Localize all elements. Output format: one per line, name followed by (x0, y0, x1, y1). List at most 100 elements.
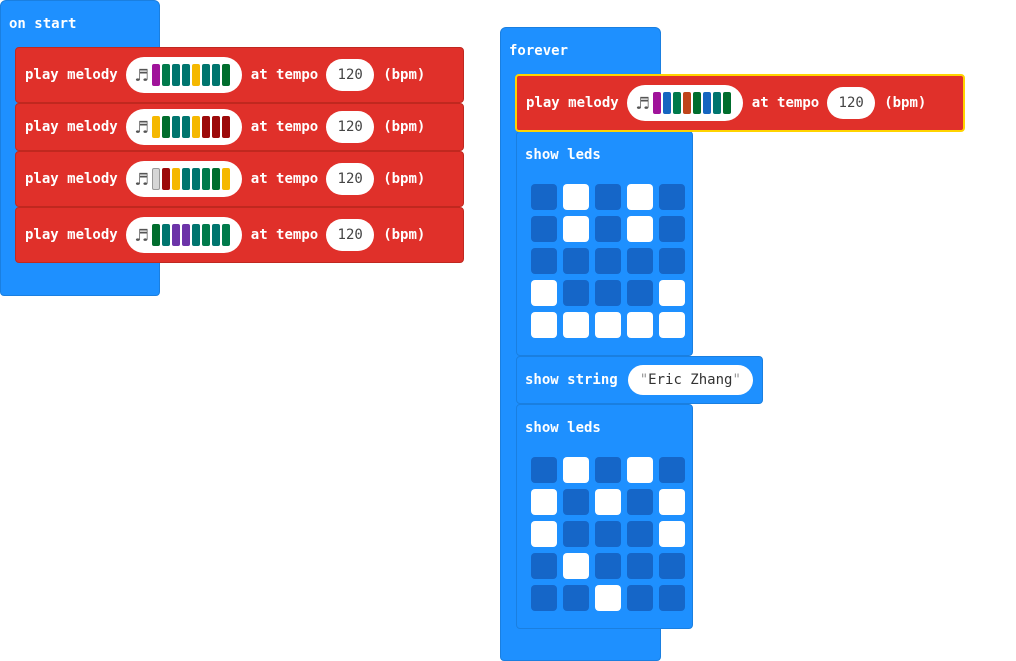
show-leds-block-2[interactable]: show leds (516, 404, 693, 629)
led-off[interactable] (627, 553, 653, 579)
led-off[interactable] (627, 280, 653, 306)
melody-note-swatch (201, 168, 210, 190)
led-on[interactable] (563, 216, 589, 242)
led-off[interactable] (595, 521, 621, 547)
melody-note-swatch (702, 92, 711, 114)
tempo-input[interactable]: 120 (326, 59, 375, 91)
music-note-icon: ♬ (135, 115, 148, 139)
led-on[interactable] (563, 553, 589, 579)
string-input[interactable]: " Eric Zhang " (627, 365, 753, 395)
tempo-input[interactable]: 120 (326, 219, 375, 251)
melody-field[interactable]: ♬ (626, 85, 743, 121)
led-off[interactable] (531, 248, 557, 274)
led-on[interactable] (531, 489, 557, 515)
melody-note-swatch (662, 92, 671, 114)
led-on[interactable] (659, 280, 685, 306)
led-off[interactable] (659, 248, 685, 274)
melody-note-swatch (181, 64, 190, 86)
play-melody-label: play melody (25, 119, 118, 135)
led-on[interactable] (659, 312, 685, 338)
led-on[interactable] (563, 312, 589, 338)
melody-note-swatch (221, 116, 230, 138)
led-on[interactable] (595, 312, 621, 338)
led-off[interactable] (627, 489, 653, 515)
led-on[interactable] (627, 312, 653, 338)
melody-note-swatch (151, 224, 160, 246)
led-off[interactable] (563, 585, 589, 611)
melody-note-swatch (692, 92, 701, 114)
led-on[interactable] (531, 521, 557, 547)
led-on[interactable] (659, 489, 685, 515)
led-off[interactable] (563, 521, 589, 547)
led-on[interactable] (595, 489, 621, 515)
led-on[interactable] (563, 184, 589, 210)
music-note-icon: ♬ (135, 167, 148, 191)
tempo-input[interactable]: 120 (326, 163, 375, 195)
led-off[interactable] (531, 216, 557, 242)
led-off[interactable] (595, 248, 621, 274)
led-off[interactable] (531, 184, 557, 210)
melody-field[interactable]: ♬ (125, 109, 242, 145)
tempo-input[interactable]: 120 (827, 87, 876, 119)
melody-note-swatch (191, 224, 200, 246)
led-on[interactable] (531, 280, 557, 306)
melody-note-swatch (722, 92, 731, 114)
show-leds-block-1[interactable]: show leds (516, 131, 693, 356)
led-on[interactable] (531, 312, 557, 338)
string-value: Eric Zhang (648, 372, 733, 388)
show-string-block[interactable]: show string " Eric Zhang " (516, 356, 763, 404)
led-off[interactable] (595, 553, 621, 579)
play-melody-label: play melody (25, 67, 118, 83)
led-on[interactable] (595, 585, 621, 611)
led-on[interactable] (627, 184, 653, 210)
melody-field[interactable]: ♬ (125, 57, 242, 93)
at-tempo-label: at tempo (250, 67, 319, 83)
play-melody-block[interactable]: play melody ♬ at tempo 120 (bpm) (15, 207, 464, 263)
led-off[interactable] (659, 553, 685, 579)
led-off[interactable] (627, 248, 653, 274)
led-off[interactable] (595, 280, 621, 306)
led-off[interactable] (563, 280, 589, 306)
led-off[interactable] (595, 184, 621, 210)
melody-note-swatch (171, 168, 180, 190)
close-quote: " (732, 372, 741, 388)
led-off[interactable] (659, 216, 685, 242)
play-melody-block[interactable]: play melody ♬ at tempo 120 (bpm) (15, 151, 464, 207)
melody-note-swatch (211, 168, 220, 190)
led-off[interactable] (595, 457, 621, 483)
melody-note-swatch (161, 64, 170, 86)
led-off[interactable] (531, 457, 557, 483)
led-off[interactable] (659, 585, 685, 611)
led-off[interactable] (531, 553, 557, 579)
melody-note-swatch (221, 64, 230, 86)
show-string-label: show string (525, 372, 618, 388)
led-off[interactable] (595, 216, 621, 242)
play-melody-block[interactable]: play melody ♬ at tempo 120 (bpm) (15, 47, 464, 103)
play-melody-block[interactable]: play melody ♬ at tempo 120 (bpm) (515, 74, 965, 132)
bpm-label: (bpm) (383, 227, 426, 243)
play-melody-block[interactable]: play melody ♬ at tempo 120 (bpm) (15, 103, 464, 151)
led-off[interactable] (659, 457, 685, 483)
led-off[interactable] (563, 489, 589, 515)
melody-note-swatch (201, 116, 210, 138)
music-note-icon: ♬ (636, 91, 649, 115)
melody-note-swatch (652, 92, 661, 114)
led-on[interactable] (563, 457, 589, 483)
melody-note-swatch (201, 224, 210, 246)
melody-note-swatch (161, 224, 170, 246)
melody-field[interactable]: ♬ (125, 217, 242, 253)
melody-field[interactable]: ♬ (125, 161, 242, 197)
melody-note-swatch (211, 224, 220, 246)
led-on[interactable] (627, 216, 653, 242)
at-tempo-label: at tempo (250, 227, 319, 243)
led-on[interactable] (659, 521, 685, 547)
melody-note-swatch (191, 116, 200, 138)
tempo-input[interactable]: 120 (326, 111, 375, 143)
led-on[interactable] (627, 457, 653, 483)
led-off[interactable] (531, 585, 557, 611)
led-off[interactable] (627, 585, 653, 611)
play-melody-label: play melody (526, 95, 619, 111)
led-off[interactable] (659, 184, 685, 210)
led-off[interactable] (563, 248, 589, 274)
led-off[interactable] (627, 521, 653, 547)
